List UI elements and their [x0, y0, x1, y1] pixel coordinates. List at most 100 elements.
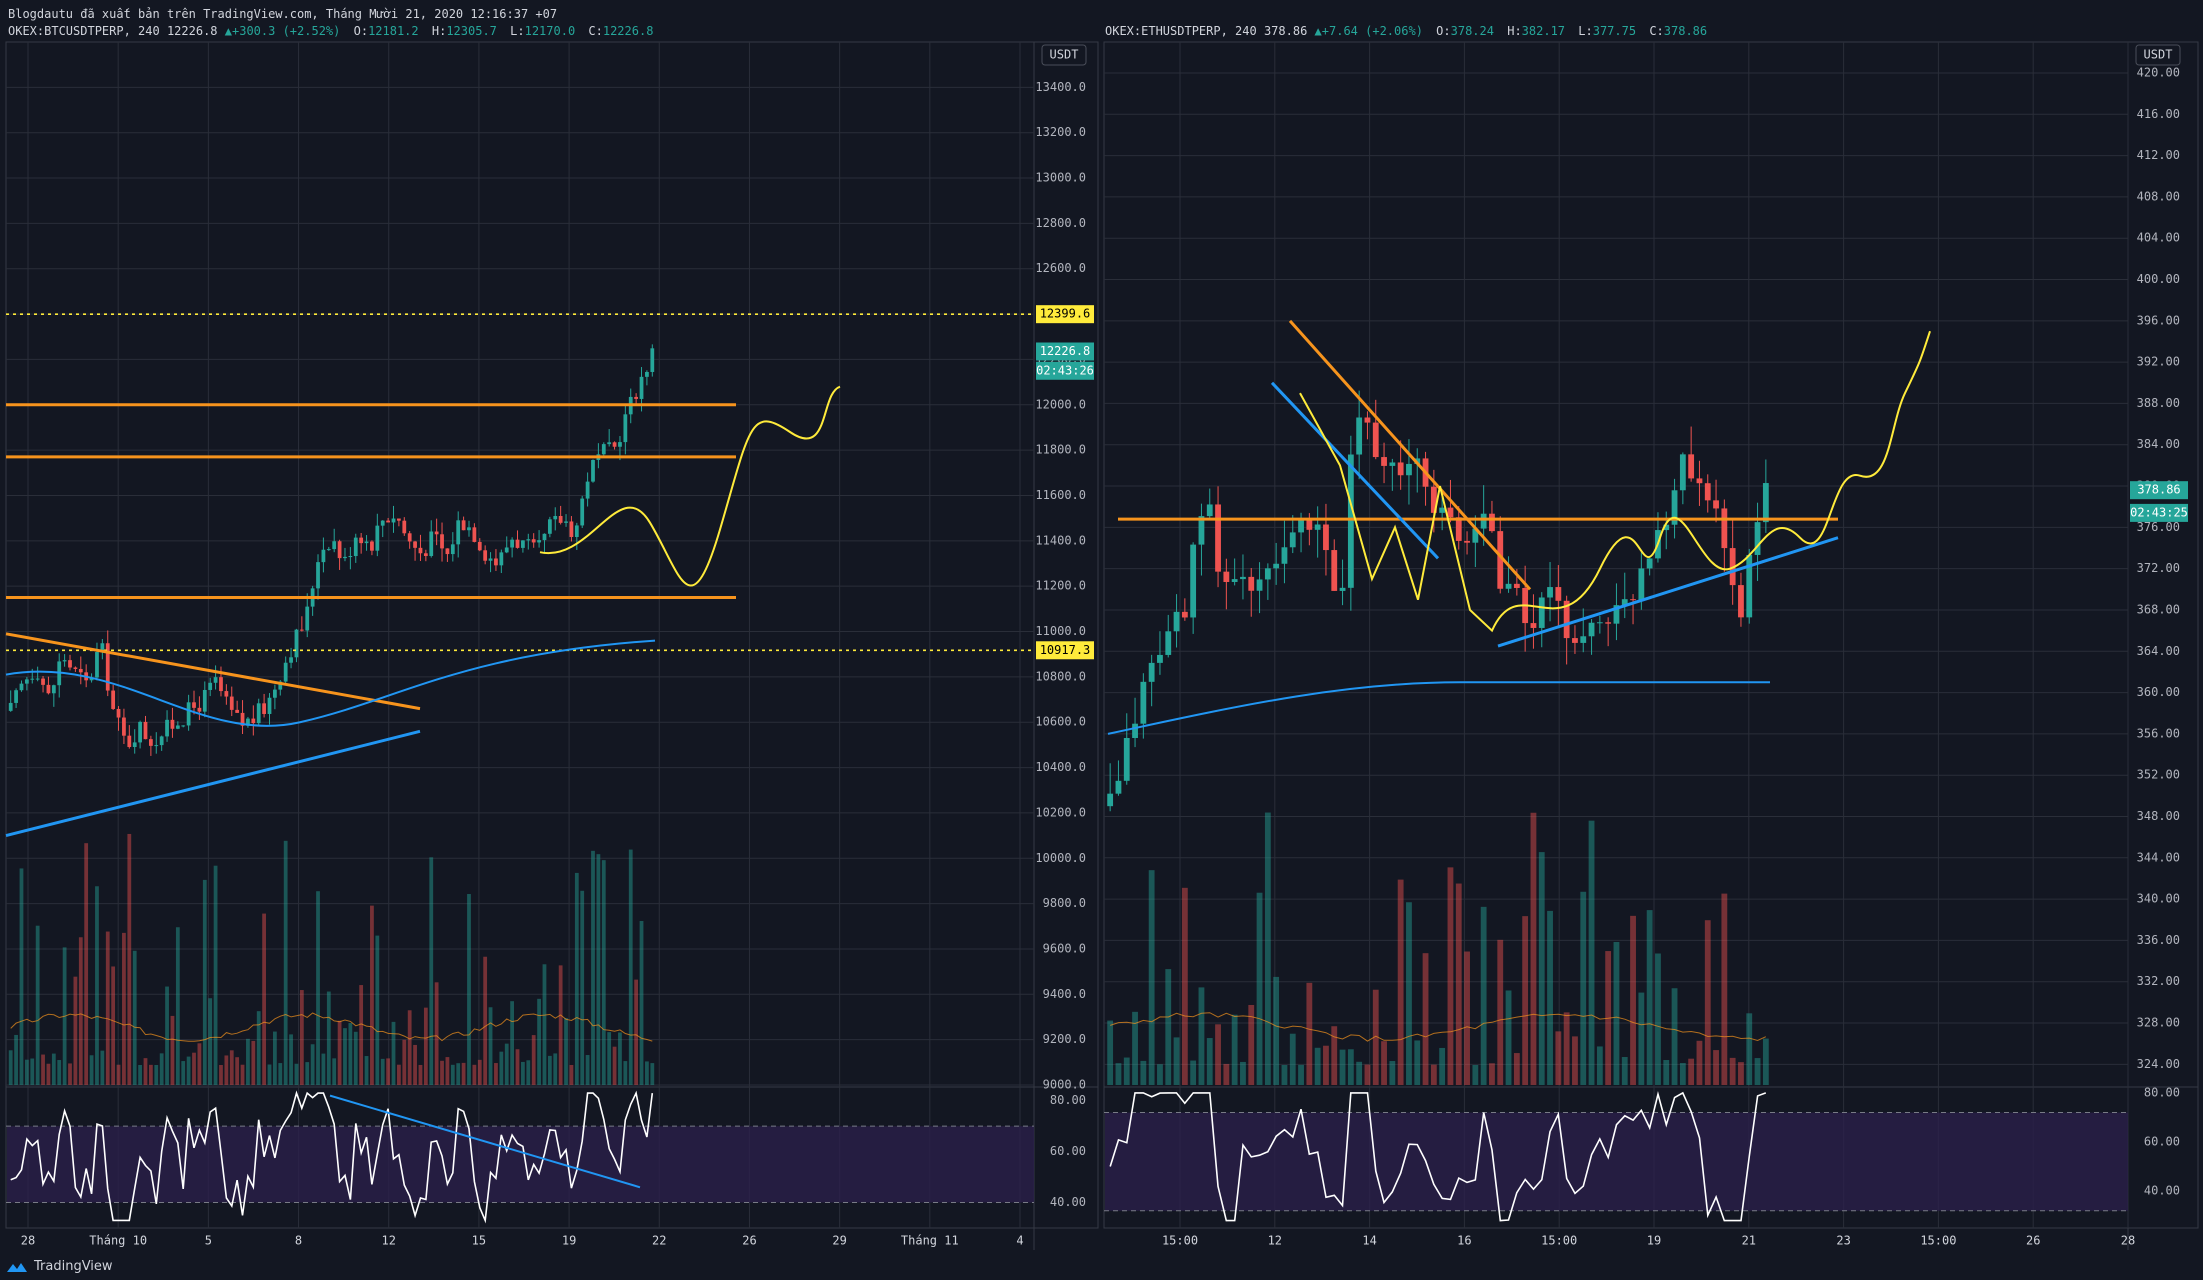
btc-x-tick-label: 4 — [1016, 1234, 1023, 1248]
right-symbol: OKEX:ETHUSDTPERP, 240 — [1105, 24, 1257, 38]
btc-y-tick-label: 9000.0 — [1043, 1078, 1086, 1092]
eth-y-tick-label: 324.00 — [2137, 1057, 2180, 1071]
btc-x-tick-label: Tháng 10 — [89, 1234, 147, 1248]
btc-candle — [488, 558, 493, 561]
btc-volume-bar — [547, 1055, 552, 1085]
btc-rsi-band — [7, 1126, 1034, 1203]
eth-candle — [1339, 587, 1346, 591]
btc-x-tick-label: 26 — [742, 1234, 756, 1248]
btc-volume-bar — [483, 956, 488, 1085]
btc-level-high-label-box — [1036, 305, 1094, 324]
eth-volume-bar — [1729, 1057, 1736, 1085]
btc-candle — [321, 549, 326, 563]
btc-volume-bar — [229, 1050, 234, 1085]
eth-candle — [1588, 622, 1595, 637]
btc-candle — [170, 719, 175, 729]
publisher-line: Blogdautu đã xuất bản trên TradingView.c… — [8, 7, 558, 21]
eth-candle — [1563, 600, 1570, 639]
btc-candle — [429, 531, 434, 556]
btc-volume-bar — [159, 1053, 164, 1085]
btc-candle — [41, 678, 45, 685]
btc-volume-bar — [35, 925, 40, 1085]
eth-volume-bar — [1397, 879, 1404, 1085]
eth-x-tick-label: 19 — [1647, 1234, 1661, 1248]
btc-volume-bar — [456, 1063, 461, 1085]
eth-candle — [1273, 563, 1280, 569]
eth-volume-bar — [1406, 902, 1412, 1085]
eth-candle — [1713, 500, 1719, 509]
left-h-label: H: — [431, 24, 447, 38]
btc-candle — [246, 718, 250, 726]
btc-volume-bar — [127, 833, 132, 1085]
btc-volume-bar — [645, 1061, 649, 1085]
btc-candle — [364, 541, 369, 544]
btc-volume-bar — [57, 1060, 62, 1085]
btc-volume-bar — [154, 1064, 159, 1085]
btc-volume-bar — [618, 1032, 622, 1085]
btc-volume-bar — [402, 1039, 407, 1085]
eth-y-tick-label: 388.00 — [2137, 396, 2180, 410]
right-symbol-info: OKEX:ETHUSDTPERP, 240 378.86 ▲+7.64 (+2.… — [1105, 23, 1707, 40]
btc-volume-bar — [175, 927, 180, 1085]
left-open: 12181.2 — [368, 24, 419, 38]
btc-candle — [397, 518, 401, 521]
btc-candle — [262, 703, 266, 714]
btc-candle — [391, 518, 396, 523]
btc-y-tick-label: 11200.0 — [1035, 579, 1086, 593]
btc-volume-bar — [601, 860, 606, 1085]
btc-y-tick-label: 11600.0 — [1035, 488, 1086, 502]
btc-candle — [122, 717, 126, 736]
btc-candle — [423, 553, 428, 556]
eth-candle — [1372, 422, 1379, 458]
eth-last-price-label-box — [2130, 481, 2188, 500]
eth-volume-bar — [1264, 812, 1271, 1085]
btc-candle — [229, 696, 234, 710]
eth-volume-bar — [1215, 1024, 1221, 1085]
btc-volume-bar — [68, 1063, 72, 1085]
left-last-price: 12226.8 — [166, 24, 218, 38]
btc-candle — [337, 541, 342, 559]
eth-volume-bar — [1206, 1038, 1213, 1085]
btc-y-tick-label: 10200.0 — [1035, 805, 1086, 819]
btc-volume-bar — [24, 1059, 29, 1085]
eth-candle — [1314, 524, 1321, 530]
btc-candle — [531, 539, 536, 543]
eth-volume-bar — [1721, 893, 1728, 1085]
eth-candle — [1381, 457, 1387, 466]
btc-candle — [343, 556, 347, 559]
btc-candle — [197, 707, 202, 712]
btc-candle — [639, 376, 644, 399]
btc-rsi-tick-label: 60.00 — [1050, 1144, 1086, 1158]
eth-volume-bar — [1522, 916, 1529, 1085]
eth-y-tick-label: 412.00 — [2137, 148, 2180, 162]
btc-last-price-label-box — [1036, 342, 1094, 361]
eth-candle — [1555, 587, 1562, 601]
eth-volume-bar — [1289, 1033, 1296, 1085]
eth-volume-bar — [1198, 987, 1205, 1085]
btc-rsi-line — [10, 1090, 654, 1224]
btc-candle — [273, 689, 277, 698]
eth-volume-bar — [1115, 1063, 1122, 1085]
btc-volume-bar — [359, 985, 364, 1085]
eth-candle — [1663, 524, 1670, 531]
left-low: 12170.0 — [524, 24, 576, 38]
btc-candle — [515, 539, 520, 548]
btc-candle — [127, 735, 132, 748]
eth-volume-bar — [1240, 1061, 1246, 1085]
left-symbol-info: OKEX:BTCUSDTPERP, 240 12226.8 ▲+300.3 (+… — [8, 23, 653, 40]
eth-volume-bar — [1580, 891, 1587, 1085]
left-o-label: O: — [353, 24, 369, 38]
btc-candle — [111, 690, 116, 709]
eth-candle — [1215, 504, 1221, 572]
eth-y-tick-label: 384.00 — [2137, 437, 2180, 451]
btc-candle — [213, 677, 218, 683]
eth-volume-bar — [1655, 953, 1661, 1085]
btc-volume-bar — [553, 1053, 558, 1085]
eth-x-tick-label: 26 — [2026, 1234, 2040, 1248]
btc-candle — [148, 739, 153, 746]
btc-volume-bar — [208, 998, 213, 1085]
btc-volume-bar — [165, 986, 169, 1085]
eth-candle — [1630, 599, 1636, 601]
btc-volume-bar — [289, 1034, 293, 1085]
